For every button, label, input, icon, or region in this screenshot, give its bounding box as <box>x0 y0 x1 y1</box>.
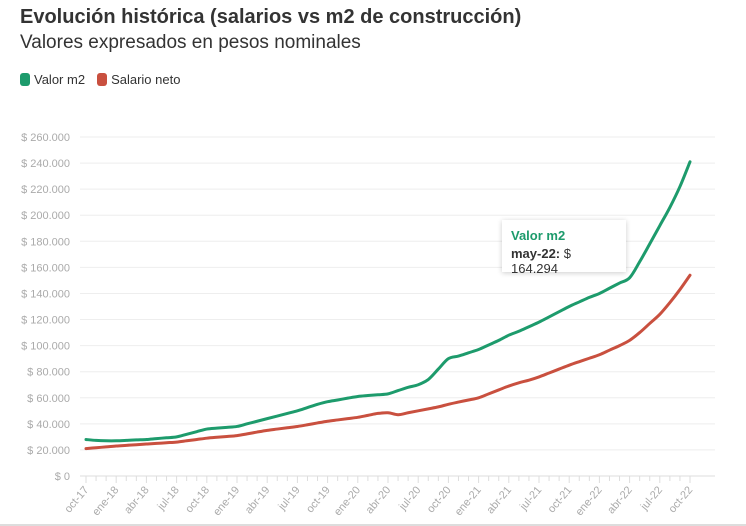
chart-subtitle: Valores expresados en pesos nominales <box>20 32 361 53</box>
tooltip-series: Valor m2 <box>511 228 566 243</box>
y-tick-label: $ 100.000 <box>21 341 70 353</box>
y-tick-label: $ 160.000 <box>21 262 70 274</box>
y-tick-label: $ 140.000 <box>21 288 70 300</box>
x-tick-label: abr-20 <box>364 484 394 516</box>
y-tick-label: $ 120.000 <box>21 315 70 327</box>
x-tick-label: jul-18 <box>155 484 182 513</box>
x-tick-label: oct-19 <box>304 484 333 515</box>
chart-title: Evolución histórica (salarios vs m2 de c… <box>20 6 522 28</box>
y-tick-label: $ 200.000 <box>21 210 70 222</box>
series-line-valor-m2 <box>84 160 692 443</box>
x-tick-label: oct-18 <box>183 484 212 515</box>
legend-label: Valor m2 <box>34 72 86 87</box>
y-tick-label: $ 260.000 <box>21 132 70 144</box>
legend-label: Salario neto <box>111 72 181 87</box>
x-tick-label: abr-22 <box>605 484 635 516</box>
legend-swatch-valor-m2 <box>20 73 30 86</box>
x-tick-label: oct-17 <box>62 484 91 515</box>
y-tick-label: $ 180.000 <box>21 236 70 248</box>
tooltip-date: may-22: <box>511 246 561 261</box>
x-tick-label: jul-22 <box>638 484 665 513</box>
x-tick-label: oct-22 <box>666 484 695 515</box>
y-tick-label: $ 240.000 <box>21 158 70 170</box>
legend-item-valor-m2[interactable]: Valor m2 <box>20 72 85 87</box>
x-tick-label: ene-21 <box>453 484 484 518</box>
x-tick-label: jul-20 <box>396 484 423 513</box>
legend-swatch-salario-neto <box>97 73 108 86</box>
tooltip-value: $ 164.294 <box>511 246 571 276</box>
legend-item-salario-neto[interactable]: Salario neto <box>97 72 180 87</box>
y-tick-label: $ 40.000 <box>27 419 70 431</box>
x-tick-label: jul-21 <box>517 484 544 513</box>
y-tick-label: $ 20.000 <box>27 445 70 457</box>
y-tick-label: $ 0 <box>55 471 70 483</box>
x-tick-label: ene-22 <box>573 484 604 518</box>
x-tick-label: abr-19 <box>243 484 273 516</box>
y-tick-label: $ 80.000 <box>27 367 70 379</box>
x-tick-label: oct-20 <box>425 484 454 515</box>
series-line-salario-neto <box>84 273 692 451</box>
x-tick-label: abr-21 <box>484 484 514 516</box>
y-tick-label: $ 220.000 <box>21 184 70 196</box>
x-tick-label: ene-19 <box>211 484 242 518</box>
x-tick-label: oct-21 <box>546 484 575 515</box>
x-tick-label: ene-18 <box>90 484 121 518</box>
legend: Valor m2 Salario neto <box>20 72 180 87</box>
x-tick-label: abr-18 <box>122 484 152 516</box>
divider <box>0 524 746 526</box>
tooltip: Valor m2 may-22: $ 164.294 <box>502 220 626 276</box>
x-tick-label: jul-19 <box>276 484 303 513</box>
x-tick-label: ene-20 <box>332 484 363 518</box>
y-tick-label: $ 60.000 <box>27 393 70 405</box>
